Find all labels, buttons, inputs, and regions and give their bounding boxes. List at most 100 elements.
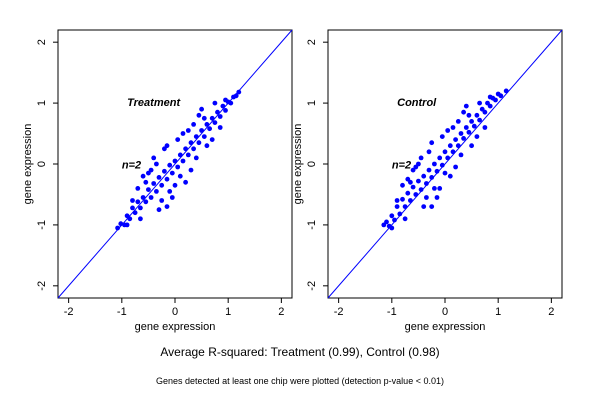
control-data-point — [424, 181, 429, 186]
control-y-tick-label: -1 — [306, 220, 318, 230]
control-data-point — [442, 149, 448, 155]
treatment-y-ticks: -2 -1 0 1 2 — [36, 39, 58, 291]
control-x-tick-label: 1 — [495, 306, 501, 318]
treatment-data-point — [175, 137, 181, 143]
treatment-data-point — [223, 97, 228, 103]
treatment-data-point — [167, 162, 173, 168]
treatment-x-axis-label: gene expression — [135, 321, 216, 333]
treatment-data-point — [135, 186, 141, 191]
treatment-data-point — [154, 189, 159, 194]
treatment-data-point — [162, 168, 167, 174]
treatment-y-tick-label: -1 — [36, 220, 48, 230]
treatment-data-point — [143, 199, 149, 205]
control-data-point — [424, 195, 429, 200]
control-data-point — [477, 100, 482, 106]
control-data-point — [413, 164, 419, 170]
control-x-ticks: -2 -1 0 1 2 — [334, 298, 554, 318]
control-data-point — [458, 152, 464, 158]
treatment-data-point — [217, 114, 223, 119]
control-data-point — [442, 170, 448, 176]
treatment-identity-line — [57, 29, 293, 299]
control-data-point — [394, 198, 400, 203]
control-identity-line — [327, 29, 563, 299]
control-data-point — [410, 167, 416, 173]
treatment-data-point — [183, 179, 189, 185]
control-data-point — [482, 109, 488, 115]
treatment-data-point — [185, 128, 191, 133]
control-data-point — [394, 204, 400, 210]
control-data-point — [426, 167, 432, 173]
control-data-point — [477, 117, 482, 123]
control-data-point — [400, 182, 405, 188]
control-data-point — [437, 155, 443, 161]
treatment-y-tick-label: 1 — [36, 100, 48, 106]
treatment-data-point — [146, 170, 151, 176]
treatment-data-point — [169, 195, 175, 200]
control-x-tick-label: 0 — [442, 306, 448, 318]
control-data-point — [434, 195, 440, 200]
treatment-n-annotation: n=2 — [122, 159, 141, 171]
control-data-point — [498, 93, 504, 99]
treatment-data-point — [146, 187, 151, 193]
treatment-data-point — [143, 179, 149, 185]
control-data-point — [421, 204, 427, 210]
figure-caption: Average R-squared: Treatment (0.99), Con… — [160, 345, 439, 359]
control-y-tick-label: 0 — [306, 161, 318, 167]
control-data-point — [421, 173, 427, 179]
control-y-tick-label: 1 — [306, 100, 318, 106]
treatment-data-point — [217, 125, 223, 130]
control-data-point — [487, 94, 493, 100]
control-data-point — [471, 123, 477, 129]
control-x-axis-label: gene expression — [405, 321, 486, 333]
treatment-data-point — [138, 205, 143, 211]
treatment-panel-title: Treatment — [127, 97, 181, 109]
treatment-data-point — [130, 205, 135, 211]
treatment-data-point — [185, 152, 191, 158]
control-panel: -2 -1 0 1 2 -2 -1 0 1 2 Control n=2 gene express… — [292, 29, 563, 333]
control-data-point — [416, 178, 421, 184]
treatment-data-point — [115, 225, 120, 231]
treatment-data-point — [201, 115, 207, 121]
treatment-data-point — [196, 112, 202, 118]
treatment-x-ticks: -2 -1 0 1 2 — [64, 298, 284, 318]
control-data-point — [402, 216, 408, 222]
control-data-point — [447, 173, 453, 179]
control-data-point — [466, 129, 472, 135]
treatment-data-point — [204, 143, 210, 149]
treatment-data-point — [169, 170, 175, 176]
treatment-data-point — [135, 199, 141, 205]
treatment-data-point — [159, 198, 165, 203]
control-panel-title: Control — [397, 97, 437, 109]
treatment-data-point — [164, 176, 170, 182]
treatment-data-point — [151, 181, 157, 186]
treatment-data-point — [223, 108, 228, 113]
control-data-point — [493, 97, 498, 103]
treatment-data-point — [188, 167, 194, 173]
treatment-x-tick-label: 1 — [225, 306, 231, 318]
treatment-y-axis-label: gene expression — [22, 124, 34, 205]
control-data-point — [450, 125, 456, 130]
control-y-tick-label: -2 — [306, 281, 318, 291]
treatment-data-point — [164, 204, 170, 210]
control-y-tick-label: 2 — [306, 39, 318, 45]
treatment-data-point — [167, 189, 173, 194]
control-data-point — [461, 109, 466, 115]
treatment-panel: -2 -1 0 1 2 -2 -1 0 1 2 Treatment n=2 gene expre… — [22, 29, 293, 333]
control-data-point — [463, 103, 469, 109]
control-data-point — [432, 161, 437, 167]
treatment-data-point — [151, 155, 157, 161]
treatment-x-tick-label: 0 — [172, 306, 178, 318]
control-data-point — [474, 134, 480, 140]
control-data-point — [418, 155, 424, 161]
treatment-data-point — [180, 158, 186, 164]
treatment-x-tick-label: -2 — [64, 306, 74, 318]
treatment-data-point — [130, 198, 135, 203]
control-data-point — [408, 179, 413, 185]
control-data-point — [469, 119, 474, 124]
treatment-data-point — [159, 182, 165, 188]
treatment-data-point — [156, 175, 162, 180]
treatment-data-point — [191, 122, 197, 127]
control-data-point — [482, 125, 488, 130]
treatment-data-point — [207, 126, 213, 132]
